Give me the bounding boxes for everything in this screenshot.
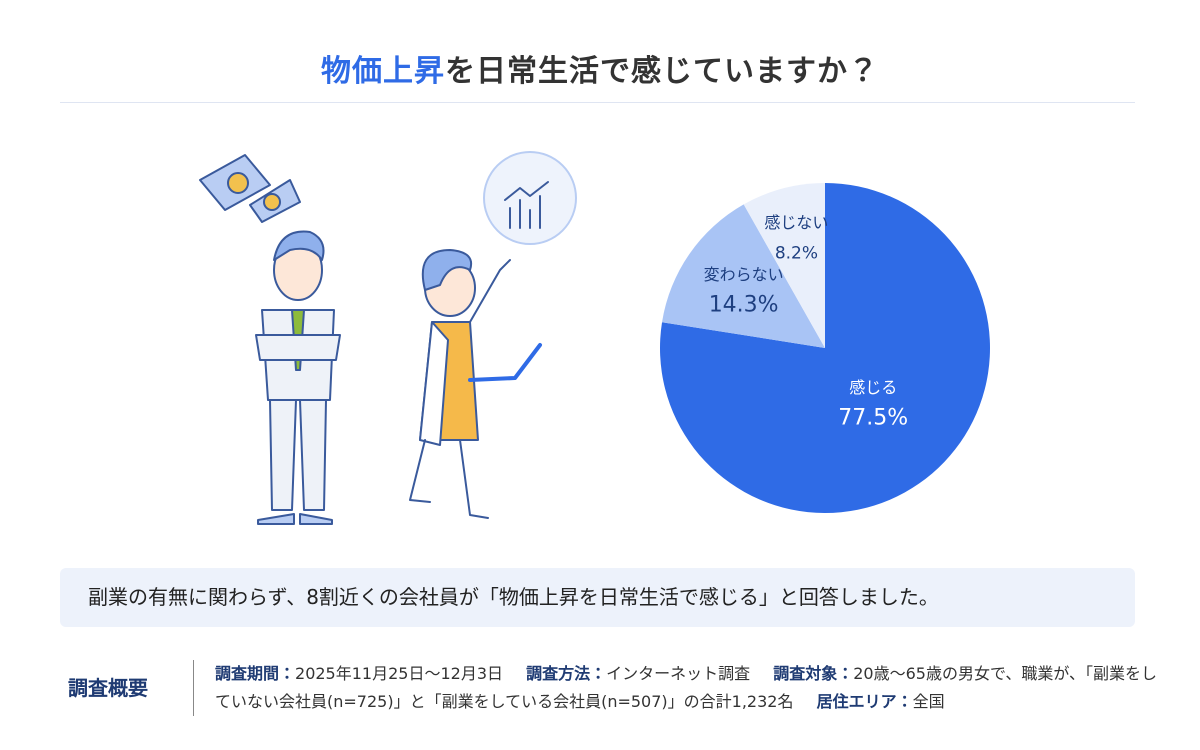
survey-item: 調査期間：2025年11月25日〜12月3日 [215,664,503,683]
survey-item-label: 居住エリア： [816,692,913,711]
slice-category-label: 変わらない [704,265,784,284]
pie-slice [743,183,825,348]
survey-item-label: 調査方法： [526,664,607,683]
illustration [199,151,577,525]
survey-item-label: 調査対象： [773,664,854,683]
slice-value-label: 14.3% [709,293,779,318]
survey-item-text: 全国 [912,692,945,711]
slice-value-label: 77.5% [838,405,908,430]
slice-category-label: 感じない [764,213,828,232]
survey-item-text: 2025年11月25日〜12月3日 [295,664,503,683]
separator [193,660,194,716]
survey-item-text: 20歳〜65歳の男女で、職業が、「副業をしていない会社員(n=725)」と「副業… [215,664,1157,711]
slice-value-label: 8.2% [775,244,818,264]
survey-item-text: インターネット調査 [606,664,751,683]
title-rest: を日常生活で感じていますか？ [445,54,879,89]
survey-details: 調査期間：2025年11月25日〜12月3日 調査方法：インターネット調査 調査… [215,660,1165,716]
title: 物価上昇を日常生活で感じていますか？ [0,46,1200,90]
illustration-and-chart: 感じる 77.5% 変わらない 14.3% 感じない 8.2% [199,151,990,525]
survey-item: 居住エリア：全国 [817,692,945,711]
survey-heading: 調査概要 [68,676,148,700]
pie-slice [662,204,825,348]
title-highlight: 物価上昇 [321,54,445,89]
survey-item: 調査方法：インターネット調査 [526,664,750,683]
summary: 副業の有無に関わらず、8割近くの会社員が「物価上昇を日常生活で感じる」と回答しま… [60,568,1135,627]
survey-item: 調査対象：20歳〜65歳の男女で、職業が、「副業をしていない会社員(n=725)… [215,664,1157,711]
survey-item-label: 調査期間： [215,664,296,683]
slice-category-label: 感じる [849,378,897,397]
divider [60,102,1135,103]
